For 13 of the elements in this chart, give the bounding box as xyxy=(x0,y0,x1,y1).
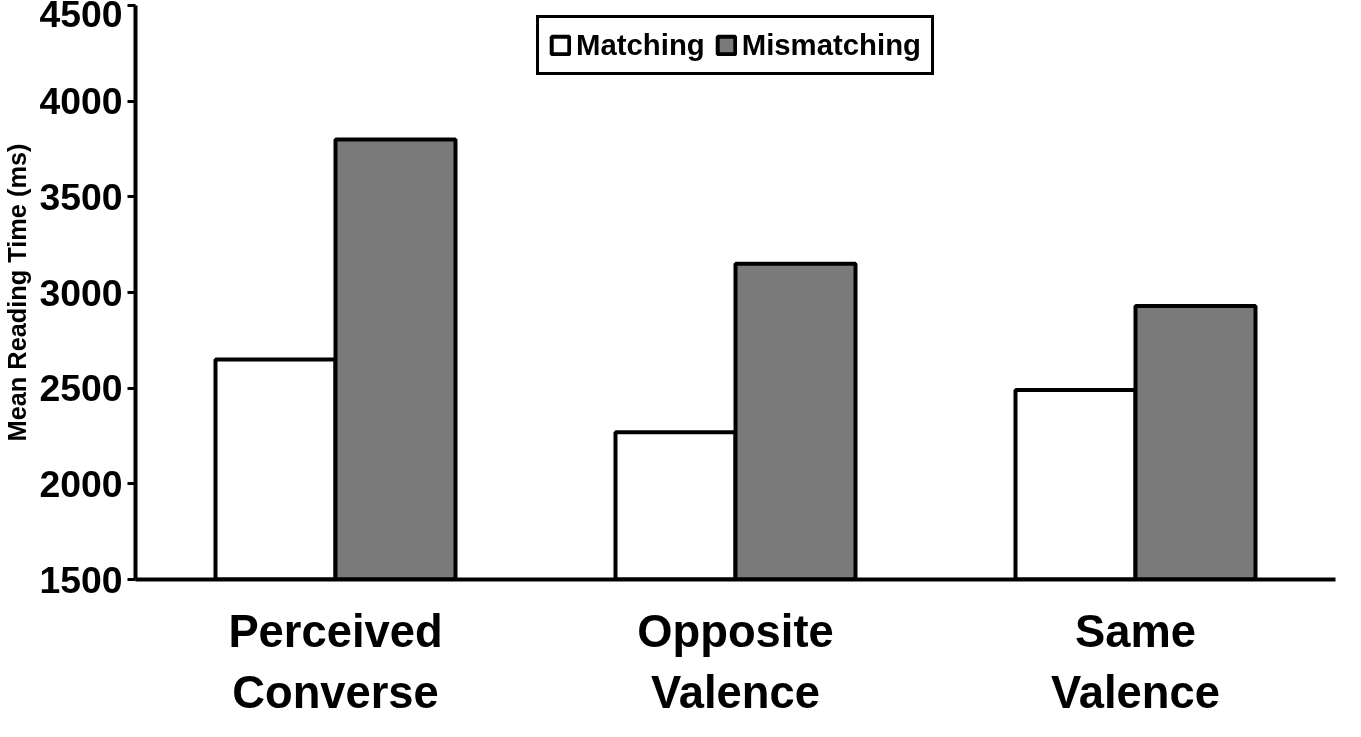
x-tick-label: Same Valence xyxy=(1051,605,1220,718)
y-tick-label: 2000 xyxy=(39,462,123,505)
y-tick-label: 4000 xyxy=(39,80,123,123)
legend-label: Mismatching xyxy=(741,28,921,62)
legend-label: Matching xyxy=(576,28,705,62)
x-tick-label: Perceived Converse xyxy=(228,605,443,718)
x-tick-label: Opposite Valence xyxy=(637,605,834,718)
y-tick-label: 2500 xyxy=(39,367,123,410)
y-tick-label: 1500 xyxy=(39,558,123,601)
y-tick-label: 3000 xyxy=(39,271,123,314)
y-axis-title: Mean Reading Time (ms) xyxy=(3,143,32,442)
y-tick-label: 3500 xyxy=(39,175,123,218)
y-tick-label: 4500 xyxy=(39,0,123,35)
